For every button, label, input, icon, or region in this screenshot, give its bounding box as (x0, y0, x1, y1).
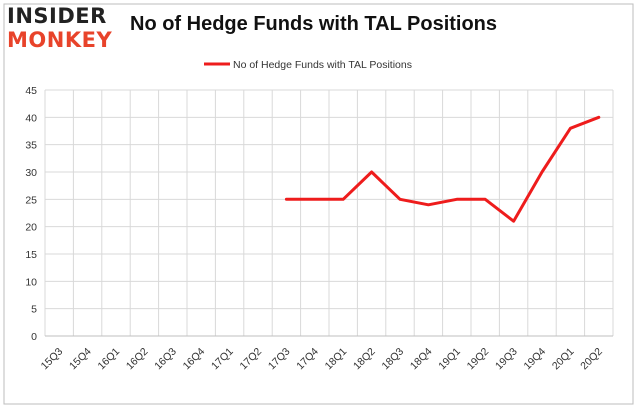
y-tick-label: 15 (25, 249, 37, 261)
x-tick-label: 16Q2 (124, 346, 151, 373)
legend-label: No of Hedge Funds with TAL Positions (233, 59, 412, 71)
x-tick-label: 16Q1 (95, 346, 122, 373)
x-tick-label: 18Q1 (323, 346, 350, 373)
y-tick-label: 40 (25, 112, 37, 124)
x-tick-label: 17Q1 (209, 346, 236, 373)
y-tick-label: 10 (25, 276, 37, 288)
x-tick-label: 20Q1 (550, 346, 577, 373)
y-tick-label: 35 (25, 140, 37, 152)
y-tick-label: 45 (25, 85, 37, 97)
x-tick-label: 15Q4 (67, 346, 94, 373)
insider-monkey-logo: INSIDER MONKEY (7, 6, 119, 56)
logo-word-monkey: MONKEY (7, 28, 113, 52)
y-tick-label: 0 (31, 331, 37, 343)
x-tick-label: 15Q3 (39, 346, 66, 373)
series-line (284, 115, 601, 223)
logo-word-insider: INSIDER (7, 4, 107, 28)
y-tick-label: 20 (25, 222, 37, 234)
y-tick-label: 5 (31, 304, 37, 316)
x-tick-label: 19Q3 (493, 346, 520, 373)
x-tick-label: 20Q2 (578, 346, 605, 373)
x-tick-label: 18Q2 (351, 346, 378, 373)
x-tick-label: 17Q2 (237, 346, 264, 373)
chart-title: No of Hedge Funds with TAL Positions (130, 13, 498, 35)
y-tick-label: 30 (25, 167, 37, 179)
x-tick-label: 19Q4 (521, 346, 548, 373)
chart-border (3, 3, 634, 405)
x-tick-label: 18Q4 (408, 346, 435, 373)
x-tick-label: 19Q1 (436, 346, 463, 373)
x-tick-label: 19Q2 (465, 346, 492, 373)
y-tick-label: 25 (25, 194, 37, 206)
x-tick-label: 16Q4 (181, 346, 208, 373)
x-tick-label: 17Q4 (294, 346, 321, 373)
x-tick-label: 18Q3 (379, 346, 406, 373)
x-tick-label: 16Q3 (152, 346, 179, 373)
x-tick-label: 17Q3 (266, 346, 293, 373)
